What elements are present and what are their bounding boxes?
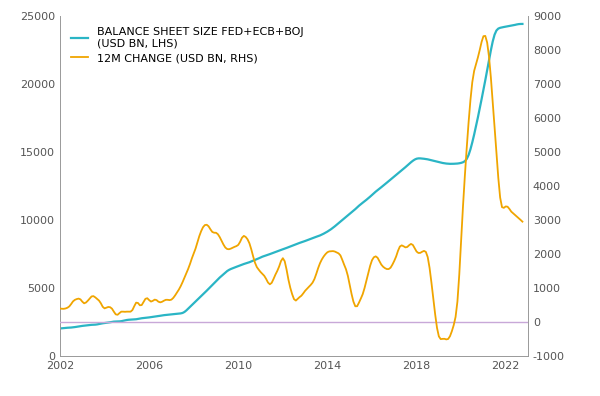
Line: 12M CHANGE (USD BN, RHS): 12M CHANGE (USD BN, RHS) xyxy=(60,36,523,339)
BALANCE SHEET SIZE FED+ECB+BOJ
(USD BN, LHS) xyxy=(519,21,526,26)
BALANCE SHEET SIZE FED+ECB+BOJ
(USD BN, LHS) xyxy=(500,25,508,29)
BALANCE SHEET SIZE FED+ECB+BOJ
(USD BN, LHS) xyxy=(248,259,255,264)
BALANCE SHEET SIZE FED+ECB+BOJ
(USD BN, LHS) xyxy=(376,186,383,191)
12M CHANGE (USD BN, RHS) xyxy=(504,204,511,209)
12M CHANGE (USD BN, RHS) xyxy=(56,306,64,311)
Legend: BALANCE SHEET SIZE FED+ECB+BOJ
(USD BN, LHS), 12M CHANGE (USD BN, RHS): BALANCE SHEET SIZE FED+ECB+BOJ (USD BN, … xyxy=(65,21,309,69)
12M CHANGE (USD BN, RHS) xyxy=(242,234,250,239)
12M CHANGE (USD BN, RHS) xyxy=(133,300,140,305)
BALANCE SHEET SIZE FED+ECB+BOJ
(USD BN, LHS) xyxy=(133,317,140,322)
Line: BALANCE SHEET SIZE FED+ECB+BOJ
(USD BN, LHS): BALANCE SHEET SIZE FED+ECB+BOJ (USD BN, … xyxy=(60,24,523,328)
12M CHANGE (USD BN, RHS) xyxy=(324,250,331,255)
BALANCE SHEET SIZE FED+ECB+BOJ
(USD BN, LHS) xyxy=(56,326,64,331)
BALANCE SHEET SIZE FED+ECB+BOJ
(USD BN, LHS) xyxy=(242,261,250,266)
12M CHANGE (USD BN, RHS) xyxy=(443,337,450,342)
BALANCE SHEET SIZE FED+ECB+BOJ
(USD BN, LHS) xyxy=(324,229,331,234)
12M CHANGE (USD BN, RHS) xyxy=(519,219,526,224)
12M CHANGE (USD BN, RHS) xyxy=(376,259,383,263)
12M CHANGE (USD BN, RHS) xyxy=(482,34,489,38)
12M CHANGE (USD BN, RHS) xyxy=(248,247,255,252)
